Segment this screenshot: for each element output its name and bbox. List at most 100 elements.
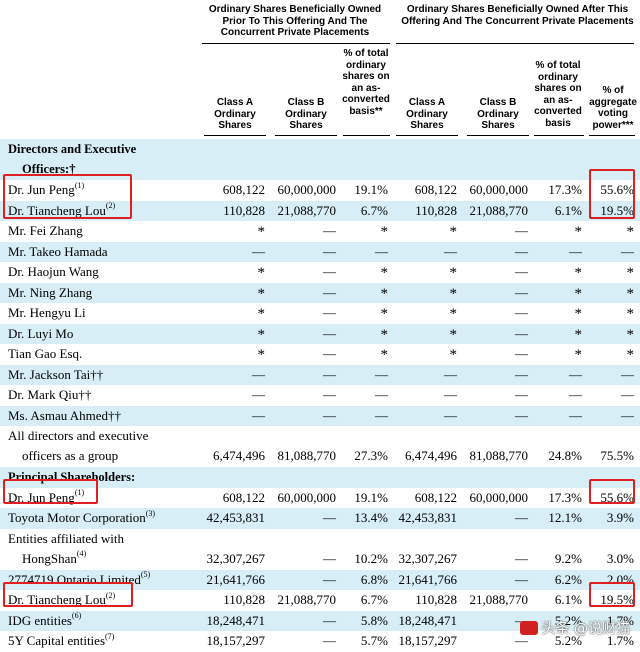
header-rule-after [396,43,634,44]
cell-b: 21,088,770 [277,202,337,218]
table-row: Mr. Takeo Hamada — — — — — — — [0,241,640,262]
cell-b2: — [515,633,528,648]
holder-name-text: Dr. Tiancheng Lou [8,202,106,218]
cell-b: 81,088,770 [277,448,337,463]
col-header-voting: % of aggregate voting power*** [589,85,637,131]
cell-p: * [380,285,389,302]
table-row: Dr. Haojun Wang * — * * — * * [0,262,640,283]
table-row: Mr. Hengyu Li * — * * — * * [0,303,640,324]
cell-b2: 21,088,770 [469,592,529,607]
holder-name-text: Toyota Motor Corporation [8,510,146,525]
footnote-marker: (5) [140,570,151,580]
cell-a2: 32,307,267 [398,550,458,566]
cell-b: — [323,612,336,628]
table-row: Mr. Ning Zhang * — * * — * * [0,282,640,303]
cell-a: — [252,243,265,259]
cell-p2: 12.1% [548,510,582,525]
col-rule-class-b-after [467,135,529,136]
cell-a2: 21,641,766 [398,571,458,587]
holder-name-text: Tian Gao Esq. [8,346,83,361]
cell-a: 42,453,831 [206,510,266,525]
holder-name-text: Mr. Takeo Hamada [8,243,108,259]
col-header-class-b: Class B Ordinary Shares [285,97,327,131]
cell-b2: — [515,223,528,238]
table-row: Mr. Fei Zhang * — * * — * * [0,221,640,242]
col-rule-pct-after [534,135,584,136]
cell-a: 32,307,267 [206,550,266,566]
holder-name: Dr. Mark Qiu†† [8,385,91,406]
cell-p2: * [574,285,583,302]
cell-v: 75.5% [600,448,634,463]
cell-v: * [626,326,635,343]
cell-p2: — [569,407,582,423]
cell-a: — [252,387,265,402]
cell-p2: 6.1% [554,592,582,607]
holder-name: 2774719 Ontario Limited(5) [8,570,150,591]
cell-b: — [323,633,336,648]
cell-p: 6.7% [360,202,388,218]
table-row: IDG entities(6) 18,248,471 — 5.8% 18,248,471… [0,610,640,631]
cell-v: * [626,347,635,363]
cell-b2: — [515,346,528,361]
cell-b: — [323,223,336,238]
holder-name-text: Mr. Ning Zhang [8,284,93,300]
cell-v: — [621,366,634,382]
header-rule-prior [202,43,390,44]
holder-name-text: 2774719 Ontario Limited [8,571,141,587]
cell-p2: — [569,387,582,402]
cell-b: — [323,325,336,341]
toutiao-logo-icon [519,621,538,635]
cell-p: 6.8% [360,571,388,587]
cell-v: 2.0% [606,571,634,587]
holder-name-text: Dr. Jun Peng [8,182,75,197]
col-rule-pct-prior [343,135,390,136]
cell-b2: — [515,305,528,320]
section-title: Officers:† [22,162,76,176]
cell-p: — [375,387,388,402]
cell-b: — [323,346,336,361]
cell-a2: * [449,265,458,281]
footnote-marker: (7) [105,631,115,641]
cell-p: 19.1% [354,489,388,505]
cell-b2: 81,088,770 [469,448,529,463]
col-rule-class-a [204,135,266,136]
cell-b2: — [515,243,528,259]
cell-b2: — [515,550,528,566]
cell-b: — [323,387,336,402]
cell-p: 19.1% [354,182,388,197]
cell-p: 6.7% [360,592,388,607]
holder-name: Dr. Luyi Mo [8,324,73,345]
cell-a2: * [449,285,458,302]
cell-a: * [257,224,266,240]
cell-b2: — [515,264,528,279]
section-header-row: Directors and Executive Officers:† [0,139,640,180]
table-row: Toyota Motor Corporation(3) 42,453,831 — 13… [0,508,640,529]
cell-v: 3.0% [606,550,634,566]
cell-a2: 110,828 [415,202,457,218]
holder-name: Tian Gao Esq. [8,344,82,365]
cell-a2: * [449,326,458,343]
table-row: Tian Gao Esq. * — * * — * * [0,344,640,365]
holder-name-text: Dr. Haojun Wang [8,264,99,279]
cell-p2: 24.8% [548,448,582,463]
cell-p: — [375,366,388,382]
cell-b2: — [515,325,528,341]
holder-name: Dr. Jun Peng(1) [8,180,84,201]
footnote-marker: (3) [145,508,156,518]
cell-v: * [626,306,635,322]
col-rule-class-b [275,135,337,136]
header-group-after: Ordinary Shares Beneficially Owned After… [401,4,634,27]
cell-b: 21,088,770 [277,592,337,607]
cell-a2: — [444,243,457,259]
cell-p2: * [574,306,583,322]
table-row: 5Y Capital entities(7) 18,157,297 — 5.7% 18,… [0,631,640,652]
cell-b2: 60,000,000 [469,489,529,505]
footnote-marker: (1) [74,488,85,498]
cell-p2: * [574,224,583,240]
cell-b: — [323,407,336,423]
cell-b: — [323,510,336,525]
holder-name: All directors and executive [8,428,149,443]
col-rule-voting [589,135,635,136]
table-row: Dr. Mark Qiu†† — — — — — — — [0,385,640,406]
footnote-marker: (2) [105,590,116,600]
